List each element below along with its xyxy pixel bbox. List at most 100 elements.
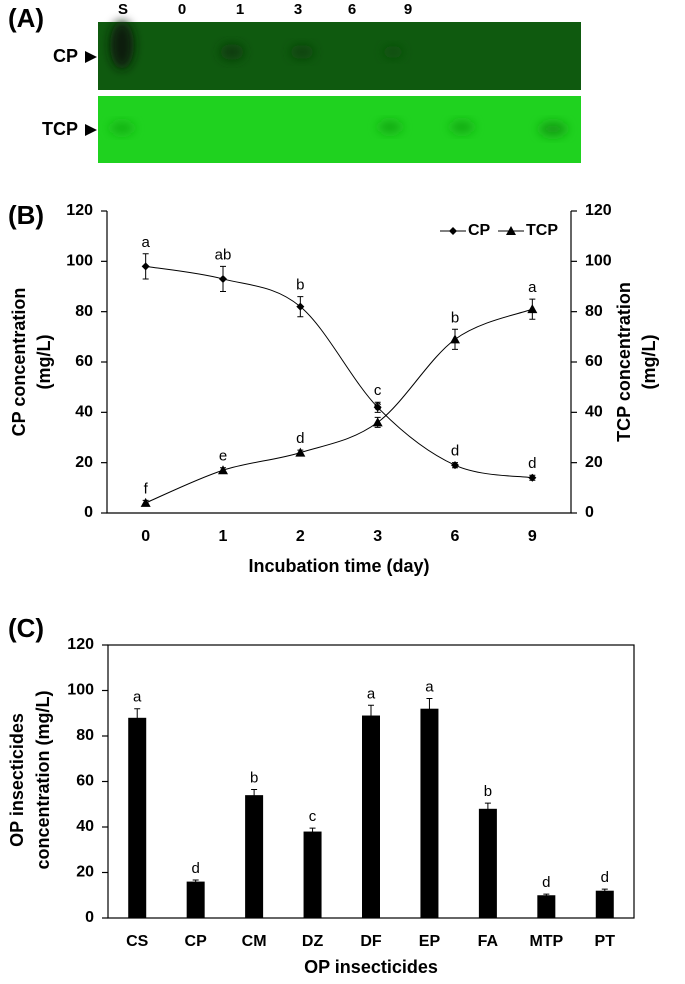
significance-letter: b (296, 277, 304, 294)
row-label: CP (53, 46, 78, 66)
x-axis-label: Incubation time (day) (248, 556, 429, 576)
y-axis-label: (mg/L) (639, 335, 659, 390)
error-bar (426, 697, 433, 720)
y-tick-label: 100 (66, 253, 93, 270)
y-tick-label: 20 (76, 864, 94, 881)
spot (220, 44, 244, 60)
significance-letter: c (374, 397, 382, 414)
significance-letter: d (191, 860, 199, 877)
significance-letter: c (309, 808, 317, 825)
spot (290, 45, 314, 59)
axes (106, 211, 572, 514)
arrow (85, 124, 97, 136)
x-tick-label: MTP (529, 933, 563, 950)
spot (450, 121, 474, 133)
error-bar (309, 827, 316, 836)
x-tick-label: CS (126, 933, 149, 950)
marker (373, 403, 382, 412)
marker (218, 465, 228, 475)
marker (528, 473, 537, 482)
spot (110, 122, 134, 134)
significance-letter: d (451, 443, 459, 460)
bar (245, 795, 264, 918)
marker (295, 447, 306, 457)
significance-letter: b (250, 769, 258, 786)
error-bar (192, 879, 199, 884)
significance-letter: b (484, 783, 492, 800)
y-tick-label: 60 (76, 773, 94, 790)
significance-letter: d (542, 874, 550, 891)
significance-letter: f (144, 480, 149, 497)
lane-label: 3 (294, 1, 302, 18)
y-tick-label: 0 (585, 504, 594, 521)
marker (296, 302, 305, 311)
x-tick-label: 6 (451, 528, 460, 545)
y-axis-label: TCP concentration (614, 282, 634, 442)
plate-tcp (98, 96, 581, 163)
panel-label: (C) (8, 613, 44, 643)
y-tick-label: 80 (585, 303, 603, 320)
y-tick-label: 120 (67, 636, 94, 653)
row-label: TCP (42, 119, 78, 139)
lane-label: 9 (404, 1, 412, 18)
y-tick-label: 120 (66, 202, 93, 219)
significance-letter: d (601, 869, 609, 886)
x-tick-label: FA (478, 933, 499, 950)
significance-letter: a (425, 678, 434, 695)
error-bar (484, 802, 491, 815)
x-tick-label: 2 (296, 528, 305, 545)
lane-label: 1 (236, 1, 244, 18)
legend-label: CP (468, 222, 491, 239)
y-axis-label: OP insecticides (7, 713, 27, 847)
bar (595, 890, 614, 918)
y-tick-label: 40 (75, 404, 93, 421)
y-tick-label: 0 (84, 504, 93, 521)
error-bar (368, 704, 374, 727)
plate-cp (98, 22, 581, 90)
spot (378, 121, 402, 133)
bar (186, 881, 205, 918)
y-tick-label: 20 (75, 454, 93, 471)
significance-letter: d (296, 430, 304, 447)
x-tick-label: 0 (141, 528, 150, 545)
significance-letter: e (219, 448, 227, 465)
y-tick-label: 100 (585, 253, 612, 270)
lane-label: 0 (178, 1, 186, 18)
significance-letter: d (528, 455, 536, 472)
x-axis-label: OP insecticides (304, 957, 438, 977)
y-tick-label: 60 (75, 353, 93, 370)
line (145, 308, 533, 504)
y-tick-label: 80 (76, 727, 94, 744)
significance-letter: a (133, 689, 142, 706)
panel-label: (B) (8, 200, 44, 230)
y-tick-label: 0 (85, 909, 94, 926)
spot (110, 21, 134, 69)
marker (450, 334, 460, 344)
x-tick-label: PT (595, 933, 616, 950)
y-tick-label: 60 (585, 353, 603, 370)
x-tick-label: EP (419, 933, 441, 950)
x-tick-label: DZ (302, 933, 324, 950)
significance-letter: b (451, 309, 459, 326)
y-tick-label: 40 (76, 818, 94, 835)
x-tick-label: 1 (219, 528, 228, 545)
x-tick-label: 3 (373, 528, 382, 545)
bar (537, 895, 556, 918)
marker (141, 262, 150, 271)
marker (527, 304, 538, 314)
significance-letter: c (374, 382, 382, 399)
significance-letter: a (528, 279, 537, 296)
x-tick-label: CM (242, 933, 267, 950)
x-tick-label: CP (185, 933, 208, 950)
bar (478, 808, 497, 918)
legend-label: TCP (526, 222, 558, 239)
marker (372, 417, 383, 427)
spot (539, 122, 567, 136)
bar (420, 708, 439, 918)
error-bar (543, 893, 550, 897)
bar (128, 717, 147, 918)
spot (383, 46, 403, 58)
y-axis-label: CP concentration (9, 288, 29, 437)
x-tick-label: DF (360, 933, 382, 950)
